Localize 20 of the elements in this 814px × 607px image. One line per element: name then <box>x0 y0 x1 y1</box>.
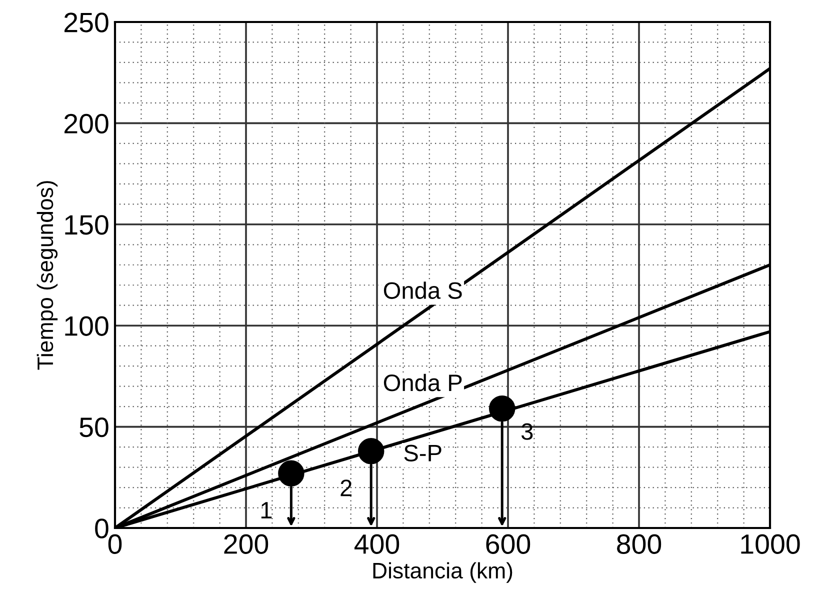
x-tick-label: 800 <box>617 534 662 554</box>
y-axis-title: Tiempo (segundos) <box>36 181 58 370</box>
x-axis-title: Distancia (km) <box>373 562 512 583</box>
y-tick-label: 200 <box>64 114 108 134</box>
x-tick-label: 1000 <box>741 534 800 554</box>
y-tick-label: 0 <box>95 518 108 538</box>
y-tick-label: 250 <box>64 12 108 32</box>
series-label: S-P <box>404 444 442 462</box>
annotation: 1 <box>261 502 272 518</box>
series-label: Onda S <box>384 282 462 299</box>
y-tick-label: 50 <box>80 417 108 438</box>
x-tick-label: 200 <box>224 534 268 554</box>
annotation: 2 <box>340 480 352 496</box>
y-tick-label: 100 <box>65 316 108 336</box>
x-tick-label: 400 <box>354 534 400 554</box>
annotation: 3 <box>521 423 533 440</box>
x-tick-label: 600 <box>486 534 530 554</box>
series-label: Onda P <box>384 374 462 392</box>
x-tick-label: 0 <box>108 534 122 554</box>
y-tick-label: 150 <box>65 215 108 235</box>
